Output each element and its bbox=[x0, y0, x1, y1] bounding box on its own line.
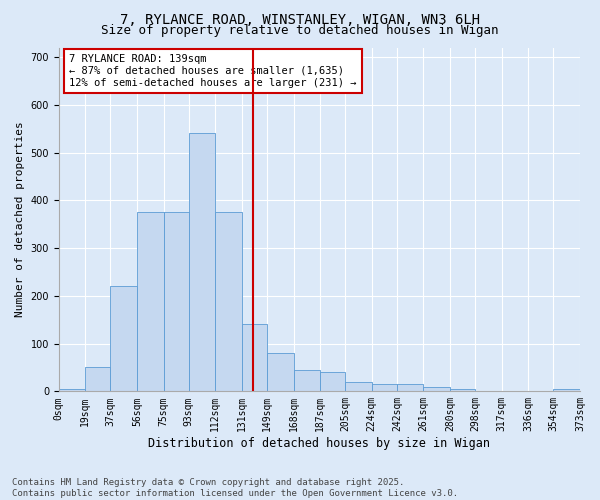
Bar bbox=[345, 382, 372, 392]
Bar bbox=[424, 386, 450, 392]
Bar bbox=[372, 384, 397, 392]
Bar bbox=[189, 134, 215, 392]
Bar bbox=[553, 389, 580, 392]
Bar bbox=[242, 324, 267, 392]
Bar bbox=[320, 372, 345, 392]
Bar bbox=[59, 389, 85, 392]
Bar bbox=[85, 368, 110, 392]
Bar bbox=[267, 353, 293, 392]
X-axis label: Distribution of detached houses by size in Wigan: Distribution of detached houses by size … bbox=[148, 437, 490, 450]
Bar bbox=[450, 389, 475, 392]
Bar bbox=[397, 384, 424, 392]
Text: 7 RYLANCE ROAD: 139sqm
← 87% of detached houses are smaller (1,635)
12% of semi-: 7 RYLANCE ROAD: 139sqm ← 87% of detached… bbox=[69, 54, 357, 88]
Text: 7, RYLANCE ROAD, WINSTANLEY, WIGAN, WN3 6LH: 7, RYLANCE ROAD, WINSTANLEY, WIGAN, WN3 … bbox=[120, 12, 480, 26]
Bar bbox=[293, 370, 320, 392]
Bar bbox=[137, 212, 164, 392]
Text: Size of property relative to detached houses in Wigan: Size of property relative to detached ho… bbox=[101, 24, 499, 37]
Bar bbox=[164, 212, 189, 392]
Text: Contains HM Land Registry data © Crown copyright and database right 2025.
Contai: Contains HM Land Registry data © Crown c… bbox=[12, 478, 458, 498]
Y-axis label: Number of detached properties: Number of detached properties bbox=[15, 122, 25, 318]
Bar bbox=[110, 286, 137, 392]
Bar bbox=[215, 212, 242, 392]
